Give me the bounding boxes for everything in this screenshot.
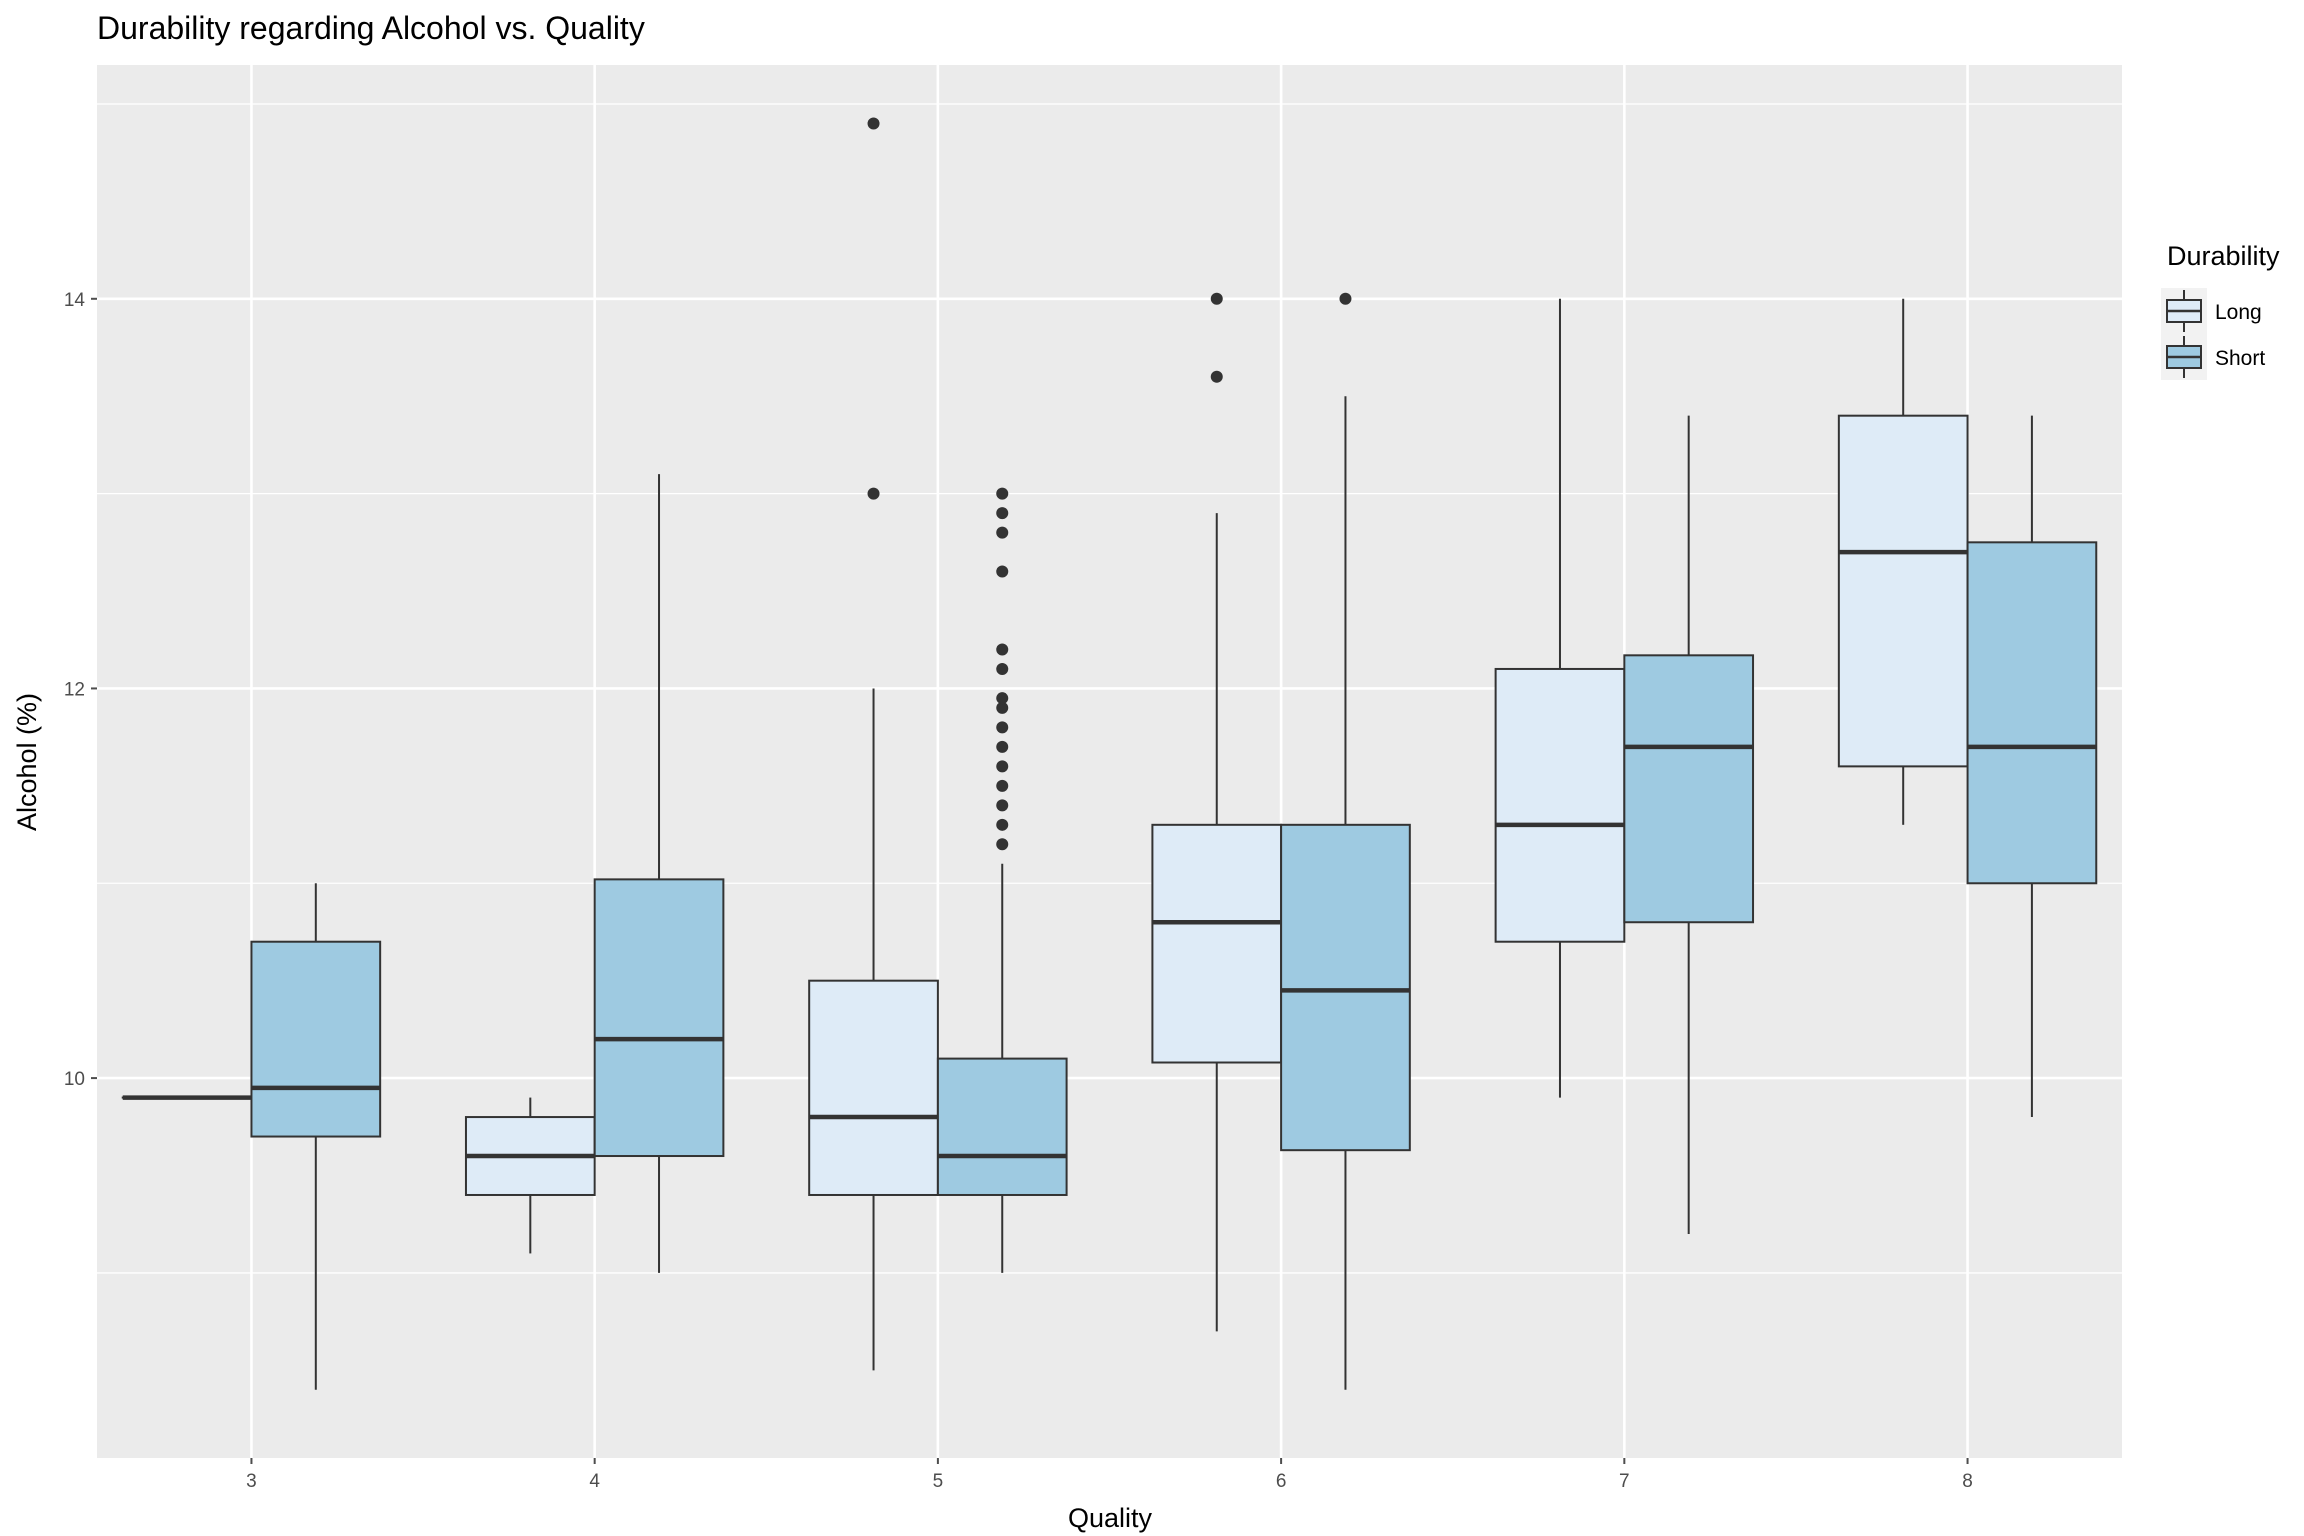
iqr-box — [1837, 414, 1969, 768]
y-axis: 10 12 14 — [64, 290, 97, 1090]
iqr-box — [808, 979, 939, 1196]
y-tick-label: 10 — [64, 1069, 85, 1090]
legend-key-long: Long — [2161, 288, 2262, 334]
outlier-point — [996, 565, 1009, 578]
outlier-point — [996, 643, 1009, 656]
y-axis-label: Alcohol (%) — [12, 693, 42, 831]
outlier-point — [996, 662, 1009, 675]
legend-label: Short — [2215, 347, 2265, 370]
iqr-box — [1151, 823, 1283, 1064]
box-long-7 — [1494, 298, 1626, 1098]
box-long-5 — [808, 117, 939, 1371]
outlier-point — [996, 760, 1009, 773]
box-short-6 — [1280, 292, 1411, 1390]
x-axis-label: Quality — [1068, 1503, 1153, 1533]
outlier-point — [996, 838, 1009, 851]
outlier-point — [996, 701, 1009, 714]
outlier-point — [996, 526, 1009, 539]
iqr-box — [593, 878, 725, 1158]
x-tick-label: 6 — [1276, 1471, 1287, 1492]
outlier-point — [1210, 370, 1223, 383]
x-axis: 3 4 5 6 7 8 — [246, 1458, 1973, 1492]
iqr-box — [1623, 654, 1755, 924]
box-long-4 — [464, 1097, 596, 1254]
box-short-8 — [1966, 415, 2098, 1118]
legend-keys: Long Short — [2161, 288, 2265, 380]
x-tick-label: 5 — [933, 1471, 944, 1492]
y-tick-label: 12 — [64, 679, 85, 700]
iqr-box — [1966, 541, 2098, 885]
box-short-4 — [593, 474, 725, 1273]
legend-key-short: Short — [2161, 334, 2265, 380]
outlier-point — [996, 507, 1009, 520]
legend: Durability Long Short — [2161, 241, 2280, 380]
x-tick-label: 7 — [1619, 1471, 1630, 1492]
plot-panel — [97, 65, 2122, 1458]
boxplot-marks — [121, 117, 2098, 1390]
outlier-point — [867, 117, 880, 130]
outlier-point — [996, 799, 1009, 812]
outlier-point — [1210, 292, 1223, 305]
iqr-box — [250, 940, 382, 1138]
box-short-3 — [250, 883, 382, 1390]
iqr-box — [936, 1057, 1068, 1196]
x-tick-label: 8 — [1962, 1471, 1973, 1492]
outlier-point — [867, 487, 880, 500]
x-tick-label: 3 — [246, 1471, 257, 1492]
outlier-point — [996, 692, 1009, 705]
outlier-point — [996, 487, 1009, 500]
x-tick-label: 4 — [589, 1471, 600, 1492]
box-short-5 — [936, 487, 1068, 1273]
outlier-point — [1339, 292, 1352, 305]
legend-label: Long — [2215, 301, 2262, 324]
y-tick-label: 14 — [64, 290, 86, 311]
iqr-box — [1494, 667, 1626, 943]
chart-title: Durability regarding Alcohol vs. Quality — [97, 10, 645, 46]
minor-gridlines — [97, 103, 2122, 1274]
box-short-7 — [1623, 415, 1755, 1234]
outlier-point — [996, 818, 1009, 831]
legend-title: Durability — [2167, 241, 2280, 271]
outlier-point — [996, 721, 1009, 734]
outlier-point — [996, 779, 1009, 792]
box-long-6 — [1151, 292, 1283, 1332]
outlier-point — [996, 740, 1009, 753]
major-gridlines — [97, 65, 2122, 1458]
iqr-box — [1280, 823, 1411, 1152]
